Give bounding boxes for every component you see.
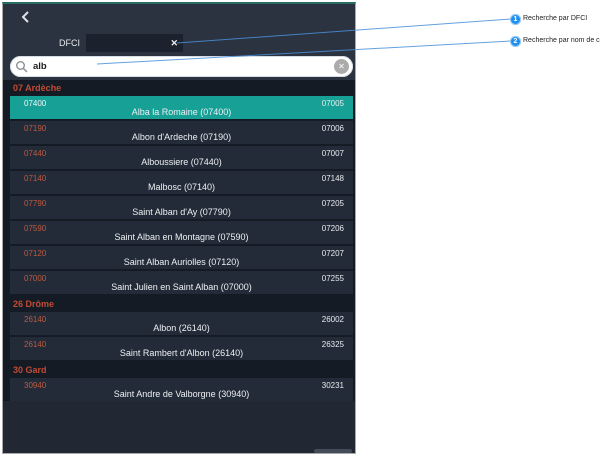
commune-row[interactable]: 26140 Albon (26140) 26002: [10, 312, 353, 335]
postal-code: 07140: [24, 174, 47, 183]
insee-code: 26002: [321, 315, 344, 324]
postal-code: 07590: [24, 224, 47, 233]
insee-code: 26325: [321, 340, 344, 349]
insee-code: 07255: [321, 274, 344, 283]
dfci-label: DFCI: [59, 37, 80, 48]
postal-code: 07790: [24, 199, 47, 208]
insee-code: 30231: [321, 381, 344, 390]
search-clear-button[interactable]: ✕: [334, 59, 349, 74]
postal-code: 07400: [24, 99, 47, 108]
dfci-input[interactable]: ✕: [86, 33, 183, 52]
search-row: alb ✕: [3, 55, 355, 80]
commune-row[interactable]: 07440 Alboussiere (07440) 07007: [10, 146, 353, 169]
insee-code: 07005: [321, 99, 344, 108]
postal-code: 26140: [24, 340, 47, 349]
commune-name: Alba la Romaine (07400): [131, 107, 232, 117]
department-header: 26 Drôme: [13, 299, 55, 309]
postal-code: 07440: [24, 149, 47, 158]
commune-name: Albon d'Ardeche (07190): [131, 132, 232, 142]
search-query-text: alb: [33, 61, 47, 72]
dfci-clear-icon[interactable]: ✕: [170, 37, 178, 48]
insee-code: 07007: [321, 149, 344, 158]
commune-row[interactable]: 07790 Saint Alban d'Ay (07790) 07205: [10, 196, 353, 219]
commune-name: Saint Alban en Montagne (07590): [114, 232, 249, 242]
commune-row[interactable]: 07190 Albon d'Ardeche (07190) 07006: [10, 121, 353, 144]
commune-name: Saint Julien en Saint Alban (07000): [111, 282, 252, 292]
commune-name: Saint Alban Auriolles (07120): [123, 257, 240, 267]
insee-code: 07207: [321, 249, 344, 258]
postal-code: 26140: [24, 315, 47, 324]
commune-row[interactable]: 07120 Saint Alban Auriolles (07120) 0720…: [10, 246, 353, 269]
commune-name: Malbosc (07140): [147, 182, 216, 192]
search-input[interactable]: alb ✕: [10, 56, 353, 77]
insee-code: 07006: [321, 124, 344, 133]
commune-row[interactable]: 07400 Alba la Romaine (07400) 07005: [10, 96, 353, 119]
postal-code: 07000: [24, 274, 47, 283]
commune-row[interactable]: 07140 Malbosc (07140) 07148: [10, 171, 353, 194]
commune-list: 07 Ardèche 07400 Alba la Romaine (07400)…: [3, 80, 355, 401]
commune-row[interactable]: 07000 Saint Julien en Saint Alban (07000…: [10, 271, 353, 294]
commune-name: Alboussiere (07440): [141, 157, 222, 167]
commune-name: Saint Alban d'Ay (07790): [132, 207, 231, 217]
postal-code: 07120: [24, 249, 47, 258]
horizontal-scrollbar-thumb[interactable]: [314, 449, 352, 453]
department-header: 30 Gard: [13, 365, 47, 375]
insee-code: 07206: [321, 224, 344, 233]
callout-badge-1: 1: [510, 14, 521, 25]
app-window: DFCI ✕ alb ✕ 07 Ardèche 07400 Alba la Ro…: [2, 2, 356, 454]
postal-code: 07190: [24, 124, 47, 133]
magnifier-icon: [16, 61, 28, 73]
back-button[interactable]: [18, 9, 34, 25]
insee-code: 07205: [321, 199, 344, 208]
commune-row[interactable]: 30940 Saint Andre de Valborgne (30940) 3…: [10, 378, 353, 401]
commune-row[interactable]: 07590 Saint Alban en Montagne (07590) 07…: [10, 221, 353, 244]
app-header: [3, 4, 355, 30]
postal-code: 30940: [24, 381, 47, 390]
insee-code: 07148: [321, 174, 344, 183]
commune-name: Saint Andre de Valborgne (30940): [113, 389, 250, 399]
commune-name: Albon (26140): [153, 323, 210, 333]
commune-row[interactable]: 26140 Saint Rambert d'Albon (26140) 2632…: [10, 337, 353, 360]
department-header: 07 Ardèche: [13, 83, 62, 93]
dfci-row: DFCI ✕: [3, 30, 355, 55]
commune-name: Saint Rambert d'Albon (26140): [119, 348, 244, 358]
callout-label-1: Recherche par DFCI: [523, 15, 588, 22]
chevron-left-icon: [21, 11, 29, 23]
callout-label-2: Recherche par nom de commune: [523, 37, 600, 44]
callout-badge-2: 2: [510, 36, 521, 47]
